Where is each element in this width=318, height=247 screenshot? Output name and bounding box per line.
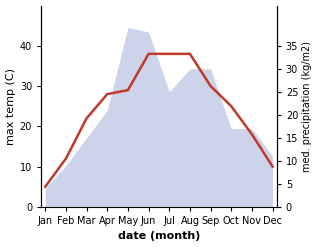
- X-axis label: date (month): date (month): [118, 231, 200, 242]
- Y-axis label: max temp (C): max temp (C): [5, 68, 16, 145]
- Y-axis label: med. precipitation (kg/m2): med. precipitation (kg/m2): [302, 41, 313, 172]
